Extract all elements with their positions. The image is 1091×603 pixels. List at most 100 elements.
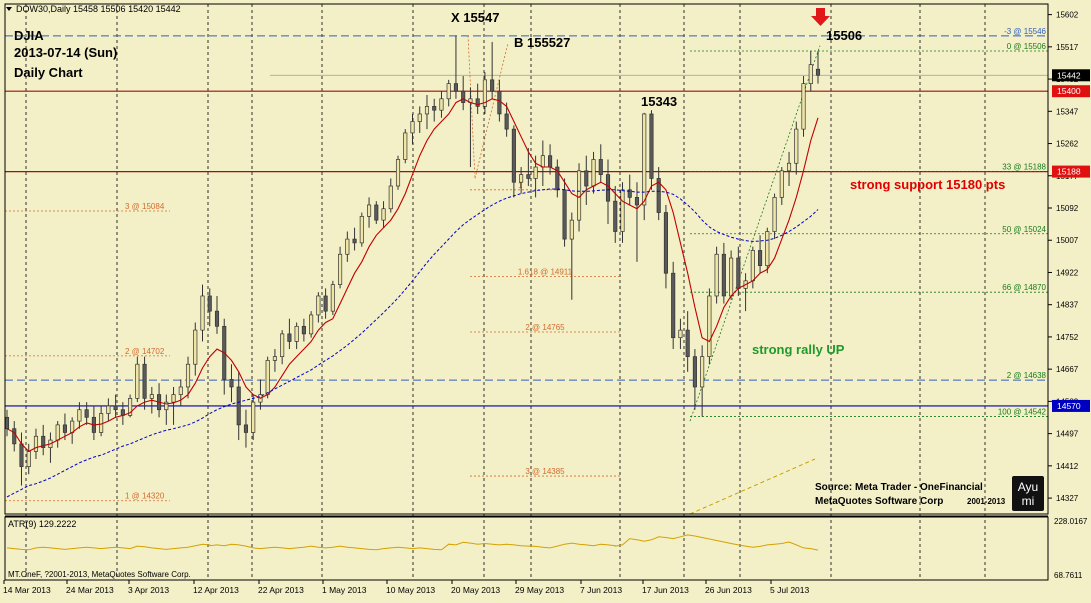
projection-level-label: 1.618 @ 14911 xyxy=(518,268,573,277)
source-line2: MetaQuotes Software Corp xyxy=(815,496,943,507)
price-tag-box xyxy=(1052,165,1090,178)
y-tick-label: 15517 xyxy=(1056,43,1079,52)
candles-layer xyxy=(4,35,821,486)
candle-body xyxy=(424,106,430,115)
candle-body xyxy=(316,295,321,316)
candle-body xyxy=(70,420,75,433)
projection-level-label: 3 @ 14385 xyxy=(525,467,565,476)
x-tick-label: 10 May 2013 xyxy=(386,585,435,595)
candle-body xyxy=(511,128,516,183)
x-tick-label: 3 Apr 2013 xyxy=(128,585,169,595)
projection-level-label: 1 @ 14320 xyxy=(125,492,165,501)
candle-body xyxy=(135,363,140,399)
title-line1: DJIA xyxy=(14,28,44,43)
candle-body xyxy=(446,83,451,100)
x-tick-label: 20 May 2013 xyxy=(451,585,500,595)
projection-level-label: 3 @ 15084 xyxy=(125,202,165,211)
candle-body xyxy=(280,333,285,357)
candle-body xyxy=(229,379,234,388)
candle-body xyxy=(548,155,553,168)
candle-body xyxy=(482,79,487,107)
candle-body xyxy=(84,409,89,418)
y-tick-label: 14497 xyxy=(1056,430,1079,439)
y-tick-label: 15347 xyxy=(1056,107,1079,116)
candle-body xyxy=(323,295,328,312)
atr-footer: MT.OneF, ?2001-2013, MetaQuotes Software… xyxy=(8,570,191,579)
candle-body xyxy=(359,215,364,244)
candle-body xyxy=(352,238,357,244)
candle-body xyxy=(367,204,372,217)
candle-body xyxy=(750,250,755,282)
candle-body xyxy=(62,424,67,433)
candle-body xyxy=(663,212,668,274)
candle-body xyxy=(12,428,17,445)
candle-body xyxy=(439,98,444,111)
price-tag-label: 15400 xyxy=(1057,86,1081,96)
candle-body xyxy=(251,401,256,433)
candle-body xyxy=(555,166,560,191)
candle-body xyxy=(815,68,821,76)
price-tag-label: 14570 xyxy=(1057,401,1081,411)
x-tick-label: 1 May 2013 xyxy=(322,585,367,595)
candle-body xyxy=(584,170,589,187)
top-high-label: 15506 xyxy=(826,28,862,43)
dropdown-icon xyxy=(6,7,12,11)
ma-slow-line xyxy=(6,188,819,498)
fib-level-label: 66 @ 14870 xyxy=(1002,283,1046,292)
candle-body xyxy=(207,295,212,312)
candle-body xyxy=(113,405,118,411)
candle-body xyxy=(265,360,270,395)
candle-body xyxy=(685,329,690,357)
candle-body xyxy=(388,185,393,210)
candle-body xyxy=(721,253,726,297)
y-tick-label: 14922 xyxy=(1056,268,1079,277)
title-line3: Daily Chart xyxy=(14,65,83,80)
price-tag-box xyxy=(1052,69,1090,82)
candle-body xyxy=(692,356,697,388)
candle-body xyxy=(381,208,386,221)
candle-body xyxy=(736,257,741,289)
candle-body xyxy=(164,401,169,411)
candle-body xyxy=(41,435,46,448)
candle-body xyxy=(410,121,415,134)
candle-body xyxy=(642,113,647,206)
candle-body xyxy=(309,314,314,335)
price-tag-label: 15442 xyxy=(1057,70,1081,80)
candle-body xyxy=(526,174,531,179)
atr-panel: ATR(9) 129.2222 MT.OneF, ?2001-2013, Meta… xyxy=(4,515,1088,581)
candle-body xyxy=(620,189,625,232)
candle-body xyxy=(106,405,111,414)
ma-fast-line xyxy=(6,98,819,453)
candle-body xyxy=(519,174,524,183)
candle-body xyxy=(591,159,596,187)
candle-body xyxy=(707,295,712,357)
atr-panel-frame xyxy=(4,516,1049,581)
x-tick-label: 24 Mar 2013 xyxy=(66,585,114,595)
candle-body xyxy=(171,394,176,403)
candle-body xyxy=(779,170,784,198)
candle-body xyxy=(374,204,379,221)
candle-body xyxy=(193,329,198,365)
atr-line xyxy=(6,534,819,551)
candle-body xyxy=(287,333,292,342)
candle-body xyxy=(794,128,799,164)
candle-body xyxy=(26,451,31,467)
candle-body xyxy=(4,416,10,430)
x-tick-label: 26 Jun 2013 xyxy=(705,585,752,595)
projection-level-label: 2 @ 14765 xyxy=(525,323,565,332)
candle-body xyxy=(714,253,719,297)
candle-body xyxy=(490,79,495,92)
x-tick-label: 14 Mar 2013 xyxy=(3,585,51,595)
down-arrow-icon xyxy=(811,8,830,26)
candle-body xyxy=(656,178,661,213)
fib-level-label: 50 @ 15024 xyxy=(1002,225,1046,234)
candle-body xyxy=(200,295,205,331)
candle-body xyxy=(178,386,183,395)
moving-average-layer xyxy=(6,98,819,498)
candle-body xyxy=(634,197,640,206)
x-tick-label: 22 Apr 2013 xyxy=(258,585,304,595)
candle-body xyxy=(504,113,509,130)
support-label: strong support 15180 pts xyxy=(850,177,1005,192)
y-tick-label: 15602 xyxy=(1056,11,1079,20)
candle-body xyxy=(214,310,220,327)
